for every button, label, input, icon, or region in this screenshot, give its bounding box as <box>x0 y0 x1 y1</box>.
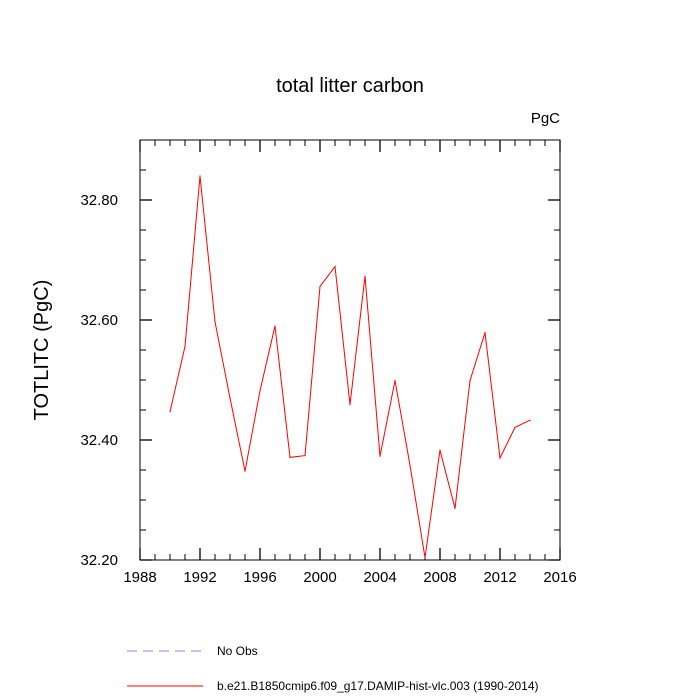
data-point <box>439 449 441 451</box>
data-point <box>454 507 456 509</box>
legend-label: b.e21.B1850cmip6.f09_g17.DAMIP-hist-vlc.… <box>217 679 539 693</box>
legend: No Obs b.e21.B1850cmip6.f09_g17.DAMIP-his… <box>127 644 539 693</box>
y-axis-label: TOTLITC (PgC) <box>31 280 53 421</box>
y-tick-label: 32.20 <box>80 552 118 569</box>
data-point <box>349 404 351 406</box>
axis-ticks <box>139 140 561 561</box>
units-label: PgC <box>531 110 560 127</box>
x-tick-label: 2000 <box>303 569 336 586</box>
x-tick-label: 1996 <box>243 569 276 586</box>
data-point <box>379 455 381 457</box>
axis-tick-labels: 1988 1992 1996 2000 2004 2008 2012 2016 32.20 32.… <box>80 192 576 586</box>
data-point <box>469 380 471 382</box>
data-point <box>199 175 201 177</box>
data-point <box>529 419 531 421</box>
x-tick-label: 2012 <box>483 569 516 586</box>
data-point <box>409 464 411 466</box>
data-point <box>214 321 216 323</box>
data-point <box>319 285 321 287</box>
x-tick-label: 2016 <box>543 569 576 586</box>
data-point <box>259 390 261 392</box>
x-tick-label: 1992 <box>183 569 216 586</box>
data-point <box>334 266 336 268</box>
data-point <box>514 426 516 428</box>
data-point <box>304 455 306 457</box>
data-point <box>424 557 426 559</box>
series-group <box>169 175 531 559</box>
data-point <box>289 456 291 458</box>
data-point <box>484 332 486 334</box>
y-tick-label: 32.60 <box>80 312 118 329</box>
y-tick-label: 32.40 <box>80 432 118 449</box>
x-tick-label: 2008 <box>423 569 456 586</box>
data-point <box>244 470 246 472</box>
data-point <box>169 411 171 413</box>
data-point <box>499 457 501 459</box>
y-tick-label: 32.80 <box>80 192 118 209</box>
legend-label: No Obs <box>217 644 258 658</box>
data-point <box>364 275 366 277</box>
data-point <box>184 345 186 347</box>
chart-title: total litter carbon <box>276 75 424 97</box>
data-point <box>394 380 396 382</box>
data-point <box>274 325 276 327</box>
x-tick-label: 1988 <box>123 569 156 586</box>
x-tick-label: 2004 <box>363 569 396 586</box>
data-point <box>229 397 231 399</box>
series-line <box>169 175 531 558</box>
